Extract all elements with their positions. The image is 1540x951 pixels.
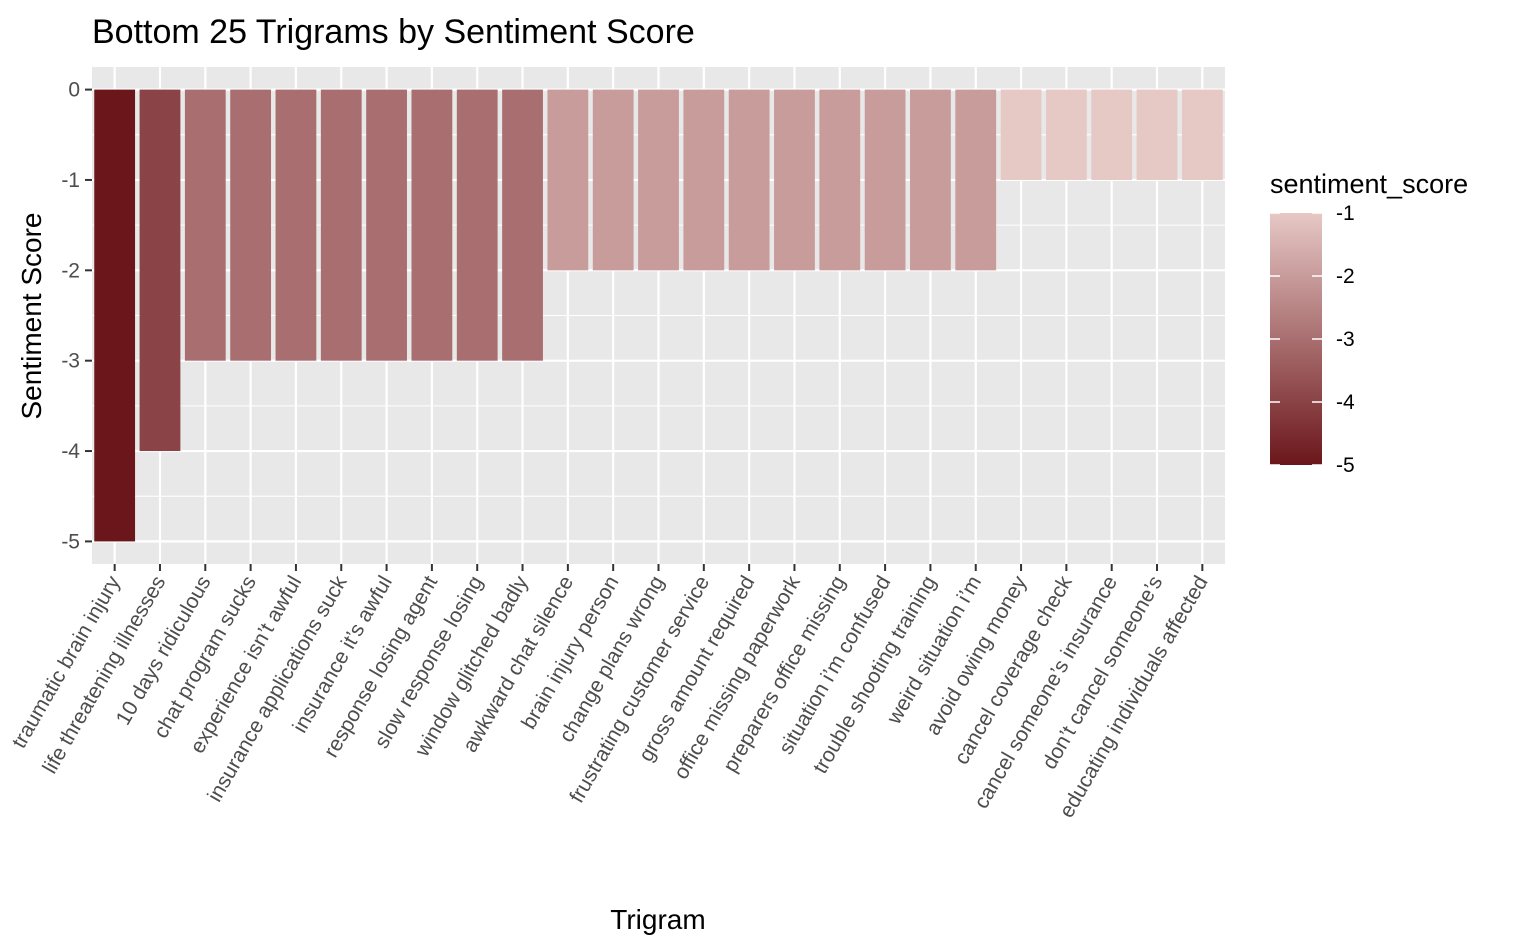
bar [910, 89, 951, 271]
legend-tick-label: -3 [1336, 328, 1355, 351]
bar [683, 89, 725, 271]
legend: sentiment_score -1 -2 -3 -4 -5 [1270, 169, 1468, 477]
bar [638, 89, 679, 271]
bar [1136, 89, 1178, 180]
bar [230, 89, 272, 361]
legend-tick-label: -5 [1336, 454, 1355, 477]
y-tick-label: -2 [61, 259, 80, 282]
y-tick-label: -5 [61, 530, 80, 553]
bar [819, 89, 861, 271]
bar [411, 89, 453, 361]
bar [774, 89, 815, 271]
legend-ticks: -1 -2 -3 -4 -5 [1270, 202, 1355, 477]
y-axis: 0 -1 -2 -3 -4 -5 [61, 79, 92, 553]
bar [592, 89, 634, 271]
bar [864, 89, 906, 271]
y-tick-label: -4 [61, 440, 80, 463]
bar [728, 89, 770, 271]
y-tick-label: 0 [68, 79, 80, 102]
bars [94, 89, 1223, 542]
legend-tick-label: -1 [1336, 202, 1355, 225]
bar [94, 89, 136, 542]
legend-title: sentiment_score [1270, 169, 1468, 199]
bar [502, 89, 543, 361]
y-tick-label: -1 [61, 169, 80, 192]
bar [456, 89, 498, 361]
bar [1045, 89, 1087, 180]
bar [955, 89, 997, 271]
bar [275, 89, 317, 361]
bar [184, 89, 226, 361]
y-tick-label: -3 [61, 350, 80, 373]
bar [1091, 89, 1133, 180]
y-axis-title: Sentiment Score [16, 213, 47, 420]
bar [139, 89, 181, 452]
bar [320, 89, 362, 361]
legend-tick-label: -4 [1336, 391, 1355, 414]
chart-title: Bottom 25 Trigrams by Sentiment Score [92, 13, 695, 51]
bar [1181, 89, 1223, 180]
bar [547, 89, 589, 271]
bar [366, 89, 407, 361]
legend-tick-label: -2 [1336, 265, 1355, 288]
x-axis-title: Trigram [610, 904, 705, 935]
bar [1000, 89, 1042, 180]
